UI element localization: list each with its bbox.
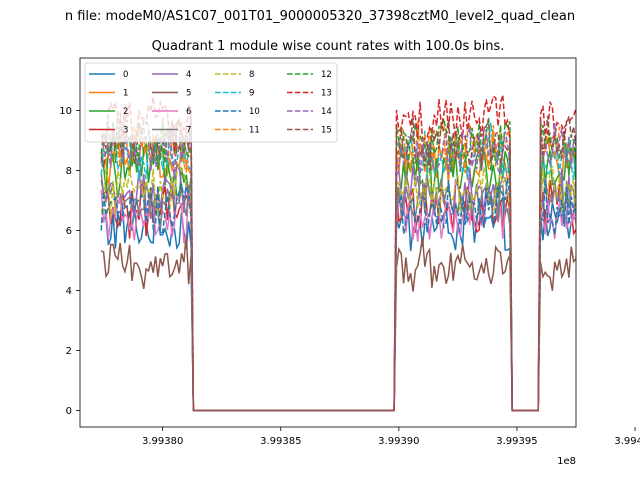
series-line-0 [100,196,576,412]
legend-label: 0 [123,70,128,80]
legend-label: 11 [249,126,260,136]
legend-label: 8 [249,70,254,80]
legend-label: 12 [321,70,332,80]
y-tick-label: 8 [66,166,72,177]
x-tick-label: 3.99385 [260,436,301,447]
legend-label: 10 [249,107,260,117]
legend-label: 9 [249,89,254,99]
legend-label: 15 [321,126,332,136]
axes-frame [79,57,577,428]
chart-title: Quadrant 1 module wise count rates with … [152,39,505,54]
series-line-5 [100,232,576,412]
y-tick-label: 4 [66,286,72,297]
y-tick-label: 6 [66,226,72,237]
y-tick-label: 10 [59,106,72,117]
series-line-6 [100,189,576,412]
x-offset-label: 1e8 [557,456,576,467]
legend-label: 4 [186,70,191,80]
x-tick-label: 3.99395 [496,436,537,447]
legend-label: 1 [123,89,128,99]
legend-label: 5 [186,89,191,99]
legend-label: 14 [321,107,332,117]
series-layer [100,94,576,412]
x-tick-label: 3.99390 [378,436,419,447]
legend-box [84,62,338,143]
legend-label: 6 [186,107,191,117]
x-axis: 3.99380 3.99385 3.99390 3.99395 3.99400 [142,427,640,447]
series-line-9 [100,122,576,412]
figure-suptitle: n file: modeM0/AS1C07_001T01_9000005320_… [65,9,575,24]
series-line-15 [100,110,576,412]
x-tick-label: 3.99380 [142,436,183,447]
y-axis: 0 2 4 6 8 10 [59,106,80,417]
legend-label: 2 [123,107,128,117]
legend-label: 7 [186,126,191,136]
legend-label: 3 [123,126,128,136]
series-line-4 [100,163,576,412]
legend-label: 13 [321,89,332,99]
x-tick-label: 3.99400 [614,436,640,447]
plot-area [79,57,577,428]
y-tick-label: 0 [66,406,72,417]
y-tick-label: 2 [66,346,72,357]
